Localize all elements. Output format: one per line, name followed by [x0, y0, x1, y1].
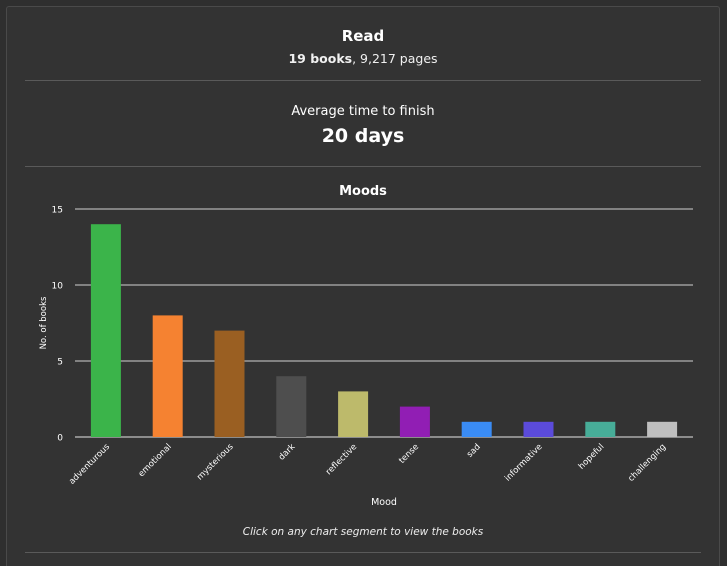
bar-mysterious[interactable]: [214, 330, 245, 437]
y-tick-label: 5: [57, 358, 63, 368]
read-books-count: 19 books: [288, 51, 353, 66]
bar-hopeful[interactable]: [585, 421, 616, 437]
x-tick-label: mysterious: [195, 442, 236, 483]
average-time-title: Average time to finish: [291, 104, 435, 119]
x-axis-label: Mood: [371, 497, 397, 508]
bar-dark[interactable]: [276, 376, 307, 437]
x-tick-label: hopeful: [577, 442, 607, 472]
x-tick-label: informative: [503, 442, 545, 484]
bar-tense[interactable]: [399, 406, 430, 437]
bar-adventurous[interactable]: [90, 224, 121, 437]
stats-panel: Read 19 books, 9,217 pages Average time …: [6, 6, 720, 566]
x-tick-label: sad: [465, 442, 483, 460]
x-tick-label: adventurous: [67, 442, 112, 487]
bar-reflective[interactable]: [338, 391, 369, 437]
bar-informative[interactable]: [523, 421, 554, 437]
x-tick-label: tense: [397, 442, 421, 466]
bar-emotional[interactable]: [152, 315, 183, 437]
x-tick-label: dark: [277, 442, 298, 463]
read-title: Read: [341, 27, 385, 45]
y-axis-label: No. of books: [39, 296, 49, 349]
divider: [25, 552, 701, 553]
chart-hint: Click on any chart segment to view the b…: [242, 526, 484, 538]
x-tick-label: reflective: [324, 442, 359, 477]
y-tick-label: 15: [52, 206, 63, 216]
divider: [25, 80, 701, 81]
bar-sad[interactable]: [461, 421, 492, 437]
bar-challenging[interactable]: [647, 421, 678, 437]
x-tick-label: challenging: [626, 442, 668, 484]
divider: [25, 166, 701, 167]
average-time-value: 20 days: [321, 125, 405, 147]
read-summary: 19 books, 9,217 pages: [7, 51, 719, 66]
read-pages-count: , 9,217 pages: [352, 51, 438, 66]
y-tick-label: 0: [57, 434, 63, 444]
x-tick-label: emotional: [137, 442, 174, 479]
moods-title: Moods: [339, 184, 387, 199]
y-tick-label: 10: [52, 282, 64, 292]
